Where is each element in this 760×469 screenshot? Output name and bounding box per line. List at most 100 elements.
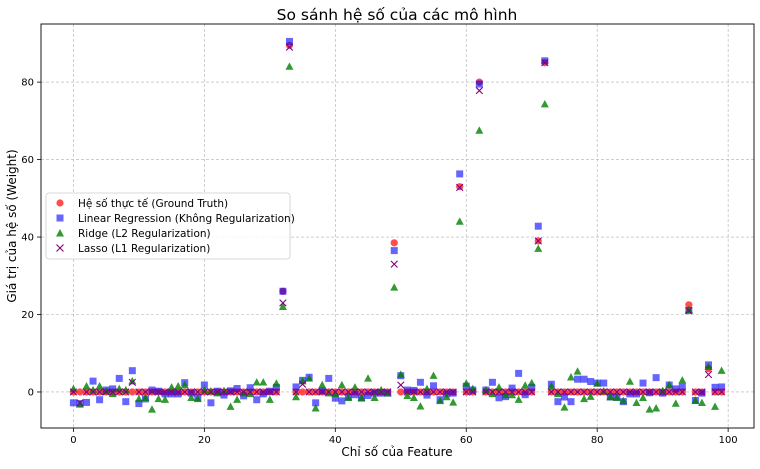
- data-point-triangle: [200, 385, 209, 394]
- data-point-square: [135, 400, 143, 408]
- data-point-square: [96, 396, 104, 404]
- data-point-square: [312, 399, 320, 407]
- data-point-x: [698, 388, 706, 396]
- data-point-x: [253, 388, 261, 396]
- data-point-triangle: [167, 383, 176, 391]
- data-point-square: [475, 80, 483, 88]
- data-point-x: [338, 388, 346, 396]
- data-point-x: [521, 388, 529, 396]
- data-point-x: [573, 388, 582, 396]
- data-point-square: [534, 222, 542, 230]
- data-point-square: [89, 377, 97, 385]
- data-point-triangle: [285, 62, 294, 70]
- data-point-x: [606, 388, 614, 396]
- data-point-triangle: [141, 393, 150, 401]
- data-point-x: [377, 388, 385, 396]
- plot-area-frame: [40, 23, 755, 429]
- legend-marker-triangle: [56, 229, 64, 237]
- data-point-x: [704, 370, 713, 379]
- data-point-circle: [128, 388, 136, 396]
- data-point-x: [567, 388, 575, 396]
- legend-item-linear-regression: Linear Regression (Không Regularization): [56, 213, 295, 225]
- data-point-triangle: [442, 392, 451, 401]
- data-point-triangle: [350, 383, 359, 391]
- data-point-square: [109, 385, 117, 393]
- data-point-square: [115, 374, 123, 382]
- data-point-x: [207, 388, 215, 396]
- data-point-triangle: [128, 376, 137, 385]
- data-point-circle: [76, 388, 84, 396]
- data-point-x: [711, 388, 719, 396]
- data-point-x: [82, 388, 91, 396]
- data-point-triangle: [645, 405, 654, 413]
- data-point-x: [449, 388, 457, 396]
- data-point-x: [89, 388, 97, 396]
- data-point-triangle: [272, 379, 281, 387]
- y-tick-label: 40: [21, 233, 34, 244]
- data-point-square: [528, 383, 536, 391]
- data-point-x: [95, 388, 104, 396]
- data-point-circle: [685, 301, 693, 309]
- data-point-square: [449, 389, 457, 397]
- data-point-x: [213, 388, 222, 396]
- data-point-x: [626, 388, 634, 396]
- data-point-x: [357, 388, 366, 396]
- data-point-x: [109, 388, 117, 396]
- data-point-x: [135, 388, 143, 396]
- data-point-triangle: [625, 377, 634, 385]
- data-point-triangle: [455, 217, 464, 225]
- data-point-triangle: [396, 370, 405, 378]
- data-point-triangle: [206, 387, 215, 395]
- data-point-triangle: [586, 392, 595, 400]
- data-point-x: [102, 388, 110, 396]
- data-point-x: [69, 388, 78, 396]
- data-point-x: [436, 388, 444, 396]
- data-point-x: [344, 388, 353, 396]
- data-point-square: [207, 399, 215, 407]
- data-point-x: [717, 388, 726, 396]
- data-point-triangle: [665, 380, 674, 389]
- data-point-triangle: [619, 396, 628, 405]
- data-point-triangle: [429, 371, 438, 379]
- data-point-triangle: [514, 395, 523, 403]
- data-point-triangle: [226, 402, 235, 410]
- data-point-triangle: [527, 378, 536, 387]
- data-point-x: [482, 388, 490, 396]
- data-point-x: [292, 388, 300, 396]
- y-tick-label: 80: [21, 78, 34, 89]
- data-point-x: [364, 388, 372, 396]
- data-point-triangle: [449, 398, 458, 406]
- data-point-square: [672, 385, 680, 393]
- data-point-x: [475, 86, 484, 95]
- data-point-square: [259, 390, 267, 398]
- data-point-triangle: [377, 385, 386, 394]
- data-point-triangle: [259, 378, 268, 386]
- data-point-triangle: [697, 398, 706, 407]
- data-point-x: [665, 388, 673, 396]
- data-point-circle: [390, 239, 398, 247]
- data-point-x: [390, 260, 398, 268]
- data-point-square: [83, 398, 91, 406]
- data-point-square: [279, 287, 287, 295]
- chart-title: So sánh hệ số của các mô hình: [277, 6, 518, 24]
- data-point-square: [521, 391, 529, 399]
- legend-label: Linear Regression (Không Regularization): [78, 213, 295, 225]
- data-point-x: [685, 306, 693, 315]
- y-tick-label: 0: [28, 387, 34, 398]
- data-point-square: [272, 383, 280, 391]
- data-point-x: [678, 388, 686, 396]
- data-point-square: [253, 396, 261, 404]
- data-point-triangle: [318, 380, 327, 389]
- data-point-triangle: [409, 393, 418, 401]
- data-point-x: [305, 388, 313, 396]
- data-point-triangle: [174, 381, 183, 390]
- data-point-x: [200, 388, 209, 396]
- data-point-triangle: [331, 389, 340, 398]
- x-tick-label: 20: [198, 435, 211, 446]
- data-point-triangle: [344, 393, 353, 401]
- x-tick-label: 40: [329, 435, 342, 446]
- axes: 0 20 40 60 80 100 0 20 40 60 80: [21, 78, 737, 446]
- data-point-triangle: [599, 387, 608, 395]
- data-point-x: [580, 388, 588, 396]
- y-axis-label: Giá trị của hệ số (Weight): [5, 149, 19, 302]
